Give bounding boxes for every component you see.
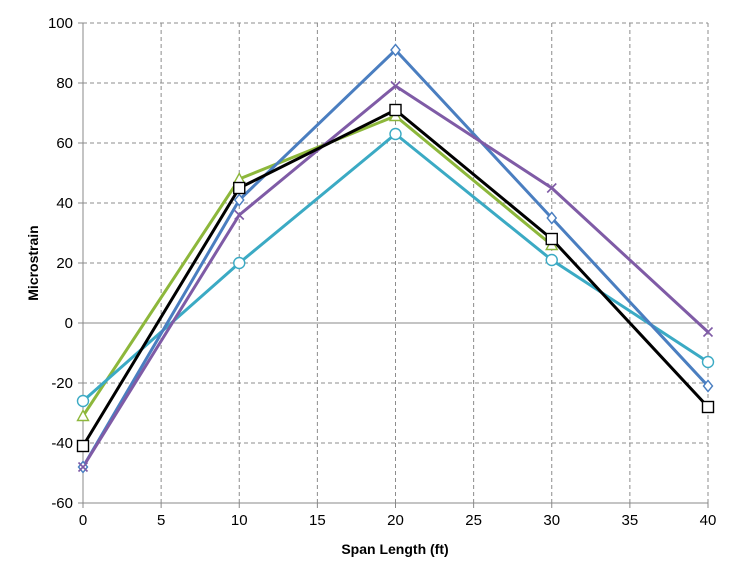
x-tick-label: 30 bbox=[543, 512, 560, 529]
square-marker bbox=[545, 232, 558, 246]
square-marker bbox=[233, 181, 246, 195]
y-tick-label: -60 bbox=[51, 495, 73, 512]
circle-marker bbox=[389, 127, 402, 141]
diamond-marker bbox=[546, 211, 558, 225]
x-tick-label: 15 bbox=[309, 512, 326, 529]
y-tick-label: 80 bbox=[56, 75, 73, 92]
series-markers bbox=[76, 43, 715, 474]
x-marker bbox=[546, 182, 557, 194]
square-marker bbox=[76, 439, 90, 453]
circle-marker bbox=[701, 355, 715, 369]
circle-marker bbox=[76, 394, 90, 408]
grid bbox=[83, 22, 709, 503]
x-marker bbox=[390, 80, 401, 92]
y-axis-title: Microstrain bbox=[25, 225, 41, 300]
y-tick-label: 20 bbox=[56, 255, 73, 272]
axes bbox=[78, 22, 709, 508]
tick-labels: 0 5 10 15 20 25 30 35 40 -60 -40 -20 0 20 40 60 80 100 bbox=[48, 15, 716, 529]
x-marker bbox=[702, 326, 714, 338]
x-tick-label: 5 bbox=[157, 512, 165, 529]
x-tick-label: 40 bbox=[700, 512, 717, 529]
y-tick-label: 40 bbox=[56, 195, 73, 212]
x-tick-label: 0 bbox=[79, 512, 87, 529]
diamond-marker bbox=[233, 193, 245, 207]
circle-marker bbox=[545, 253, 558, 267]
x-marker bbox=[77, 461, 89, 473]
y-tick-label: -20 bbox=[51, 375, 73, 392]
diamond-marker bbox=[390, 43, 401, 57]
square-marker bbox=[701, 400, 715, 414]
y-tick-label: 0 bbox=[65, 315, 73, 332]
y-tick-label: -40 bbox=[51, 435, 73, 452]
x-tick-label: 25 bbox=[465, 512, 482, 529]
series-line-1 bbox=[81, 114, 553, 417]
x-marker bbox=[234, 209, 245, 221]
y-tick-label: 60 bbox=[56, 135, 73, 152]
x-axis-title: Span Length (ft) bbox=[341, 541, 448, 557]
triangle-marker bbox=[76, 409, 90, 422]
square-marker bbox=[389, 103, 402, 117]
x-tick-label: 35 bbox=[622, 512, 639, 529]
circle-marker bbox=[233, 256, 246, 270]
x-tick-label: 20 bbox=[387, 512, 404, 529]
y-tick-label: 100 bbox=[48, 15, 73, 32]
x-tick-label: 10 bbox=[231, 512, 248, 529]
diamond-marker bbox=[702, 379, 714, 393]
